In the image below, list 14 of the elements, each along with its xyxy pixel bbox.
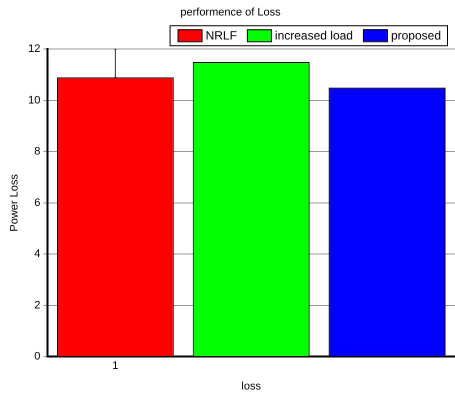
y-axis-title: Power Loss [8, 174, 21, 232]
y-tick-label: 4 [34, 248, 40, 260]
chart-title: performence of Loss [180, 6, 282, 19]
x-axis-title: loss [241, 380, 262, 392]
legend-label: NRLF [206, 28, 237, 43]
y-tick-label: 0 [34, 350, 40, 363]
y-tick-label: 2 [34, 299, 40, 312]
legend-label: proposed [390, 28, 442, 43]
x-tick-label: 1 [112, 360, 118, 372]
legend-label: increased load [274, 28, 353, 43]
y-tick-label: 8 [34, 146, 40, 158]
y-tick-label: 10 [28, 94, 40, 106]
y-tick-label: 6 [34, 196, 40, 209]
y-tick-label: 12 [28, 43, 40, 56]
